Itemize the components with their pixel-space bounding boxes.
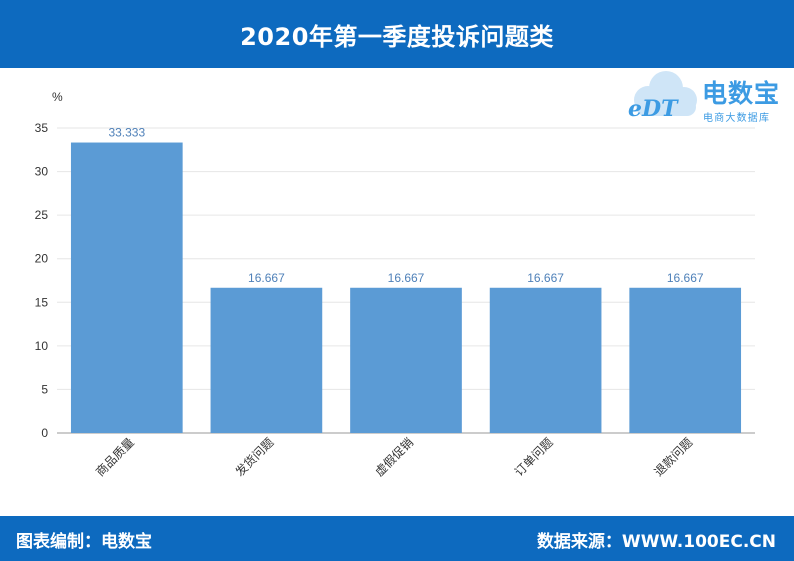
y-tick-label: 0: [41, 426, 48, 440]
y-tick-label: 35: [35, 121, 49, 135]
x-tick-labels: 商品质量 发货问题 虚假促销 订单问题 退款问题: [92, 435, 695, 480]
data-label: 16.667: [527, 271, 564, 285]
bar: [350, 288, 462, 433]
bars: [71, 143, 741, 433]
bar: [71, 143, 183, 433]
x-tick-label: 商品质量: [92, 435, 137, 480]
x-tick-label: 虚假促销: [372, 435, 416, 479]
x-tick-label: 发货问题: [232, 435, 277, 480]
bar: [211, 288, 323, 433]
bar: [490, 288, 602, 433]
x-tick-label: 退款问题: [651, 435, 695, 479]
y-tick-label: 5: [41, 382, 48, 396]
data-label: 16.667: [388, 271, 425, 285]
y-tick-label: 15: [35, 295, 49, 309]
data-labels: 33.333 16.667 16.667 16.667 16.667: [108, 126, 703, 285]
y-axis-unit: %: [52, 90, 63, 104]
footer-source: 数据来源：WWW.100EC.CN: [537, 527, 776, 552]
y-tick-label: 30: [35, 165, 49, 179]
y-tick-labels: 0 5 10 15 20 25 30 35: [35, 121, 49, 440]
y-tick-label: 20: [35, 252, 49, 266]
chart-header: 2020年第一季度投诉问题类: [0, 0, 794, 68]
data-label: 16.667: [667, 271, 704, 285]
data-label: 33.333: [108, 126, 145, 140]
y-tick-label: 10: [35, 339, 49, 353]
chart-title: 2020年第一季度投诉问题类: [240, 17, 554, 52]
bar-chart: 0 5 10 15 20 25 30 35 % 33.333 16.667 16.667 16.66…: [0, 68, 794, 516]
y-tick-label: 25: [35, 208, 49, 222]
x-tick-label: 订单问题: [512, 435, 556, 479]
footer-credit: 图表编制：电数宝: [16, 527, 152, 552]
bar: [629, 288, 741, 433]
chart-footer: 图表编制：电数宝 数据来源：WWW.100EC.CN: [0, 516, 794, 561]
data-label: 16.667: [248, 271, 285, 285]
